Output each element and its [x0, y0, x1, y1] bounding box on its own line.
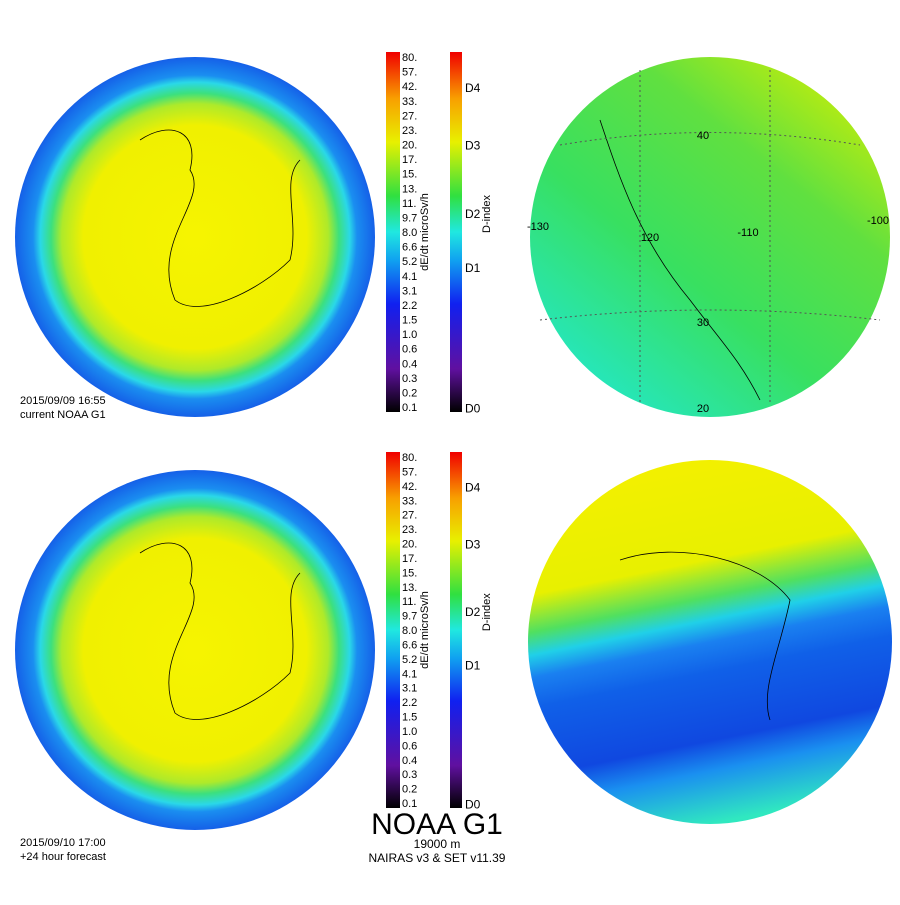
dose-tick-label: 6.6 — [402, 242, 417, 254]
dose-tick-label: 57. — [402, 466, 417, 478]
dose-tick-label: 57. — [402, 67, 417, 79]
dose-tick-label: 0.3 — [402, 373, 417, 385]
globe-polar-forecast — [15, 470, 375, 830]
dose-tick-label: 0.2 — [402, 387, 417, 399]
dindex-tick-label: D2 — [465, 605, 481, 619]
dose-tick-label: 42. — [402, 481, 417, 493]
dindex-tick-label: D2 — [465, 207, 481, 221]
dose-scale-label: dE/dt microSv/h — [419, 591, 431, 669]
dose-tick-label: 42. — [402, 81, 417, 93]
coastlines — [139, 119, 791, 721]
timestamp: 2015/09/09 16:55 — [20, 395, 106, 407]
dose-tick-label: 15. — [402, 169, 417, 181]
dose-tick-label: 33. — [402, 96, 417, 108]
model-version: NAIRAS v3 & SET v11.39 — [369, 851, 506, 865]
dose-tick-label: 0.6 — [402, 740, 417, 752]
dose-tick-label: 1.5 — [402, 315, 417, 327]
dose-tick-label: 15. — [402, 567, 417, 579]
dose-tick-label: 27. — [402, 110, 417, 122]
altitude: 19000 m — [414, 837, 461, 851]
status-note: +24 hour forecast — [20, 851, 106, 863]
dose-tick-label: 20. — [402, 539, 417, 551]
dose-tick-label: 27. — [402, 510, 417, 522]
dose-tick-label: 0.2 — [402, 784, 417, 796]
graticule-label: -100 — [867, 215, 889, 227]
dose-colorbar — [386, 452, 400, 808]
dindex-scale-label: D-index — [481, 593, 493, 631]
dindex-colorbar — [450, 52, 462, 412]
dose-tick-label: 80. — [402, 52, 417, 64]
globe-north-america — [528, 460, 892, 824]
dose-tick-label: 0.4 — [402, 755, 417, 767]
dose-tick-label: 9.7 — [402, 212, 417, 224]
dose-tick-label: 5.2 — [402, 256, 417, 268]
dose-tick-label: 0.4 — [402, 358, 417, 370]
footer-title: NOAA G1 — [371, 808, 503, 841]
dindex-tick-label: D3 — [465, 538, 481, 552]
dose-tick-label: 6.6 — [402, 639, 417, 651]
dindex-tick-label: D3 — [465, 139, 481, 153]
globe-west-us — [530, 57, 890, 417]
dose-tick-label: 3.1 — [402, 683, 417, 695]
dose-tick-label: 9.7 — [402, 611, 417, 623]
dose-tick-label: 13. — [402, 183, 417, 195]
dindex-tick-label: D0 — [465, 401, 481, 415]
dose-tick-label: 23. — [402, 524, 417, 536]
dose-tick-label: 13. — [402, 582, 417, 594]
dose-tick-label: 11. — [402, 198, 416, 210]
dose-tick-label: 0.1 — [402, 798, 417, 810]
dose-tick-label: 11. — [402, 596, 416, 608]
dose-tick-label: 80. — [402, 452, 417, 464]
dose-colorbar — [386, 52, 400, 412]
dindex-scale-label: D-index — [481, 195, 493, 233]
dose-tick-label: 23. — [402, 125, 417, 137]
dindex-tick-label: D4 — [465, 481, 481, 495]
dose-scale-label: dE/dt microSv/h — [419, 193, 431, 271]
dose-tick-label: 3.1 — [402, 285, 417, 297]
dindex-tick-label: D1 — [465, 659, 481, 673]
graticule-label: 120 — [641, 232, 659, 244]
dose-tick-label: 33. — [402, 495, 417, 507]
dose-tick-label: 8.0 — [402, 625, 417, 637]
dose-tick-label: 0.6 — [402, 344, 417, 356]
dindex-colorbar — [450, 452, 462, 808]
dose-tick-label: 5.2 — [402, 654, 417, 666]
graticule — [539, 70, 881, 405]
graticule-label: 20 — [697, 403, 709, 415]
dose-tick-label: 8.0 — [402, 227, 417, 239]
dose-tick-label: 0.1 — [402, 402, 417, 414]
dose-tick-label: 4.1 — [402, 668, 417, 680]
dose-tick-label: 2.2 — [402, 697, 417, 709]
dose-tick-label: 4.1 — [402, 271, 417, 283]
dose-tick-label: 0.3 — [402, 769, 417, 781]
dose-tick-label: 1.0 — [402, 726, 417, 738]
timestamp: 2015/09/10 17:00 — [20, 837, 106, 849]
dindex-tick-label: D4 — [465, 81, 481, 95]
dindex-tick-label: D1 — [465, 261, 481, 275]
dose-tick-label: 17. — [402, 154, 417, 166]
dose-tick-label: 17. — [402, 553, 417, 565]
dose-tick-label: 2.2 — [402, 300, 417, 312]
globe-polar-current — [15, 57, 375, 417]
dose-tick-label: 1.0 — [402, 329, 417, 341]
dindex-tick-label: D0 — [465, 797, 481, 811]
graticule-label: -130 — [527, 221, 549, 233]
status-note: current NOAA G1 — [20, 409, 106, 421]
graticule-label: 30 — [697, 317, 709, 329]
graticule-label: 40 — [697, 130, 709, 142]
dose-tick-label: 20. — [402, 140, 417, 152]
graticule-label: -110 — [737, 227, 758, 239]
dose-tick-label: 1.5 — [402, 712, 417, 724]
